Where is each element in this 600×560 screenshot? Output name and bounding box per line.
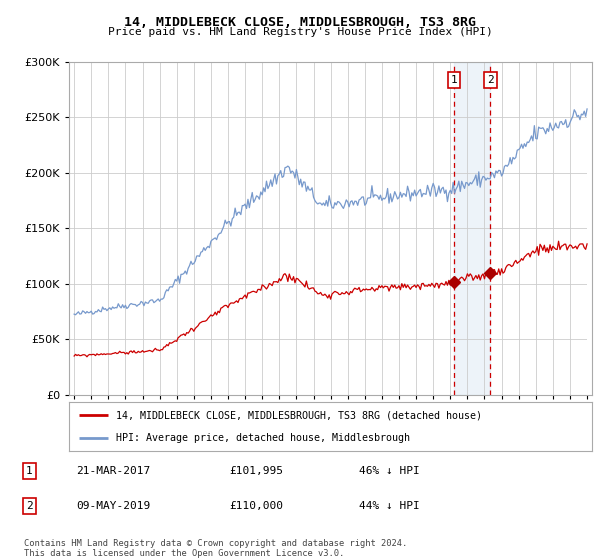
Text: 1: 1 [451,75,457,85]
Text: Contains HM Land Registry data © Crown copyright and database right 2024.
This d: Contains HM Land Registry data © Crown c… [24,539,407,558]
Text: 14, MIDDLEBECK CLOSE, MIDDLESBROUGH, TS3 8RG: 14, MIDDLEBECK CLOSE, MIDDLESBROUGH, TS3… [124,16,476,29]
Text: HPI: Average price, detached house, Middlesbrough: HPI: Average price, detached house, Midd… [116,433,410,444]
Text: 09-MAY-2019: 09-MAY-2019 [77,501,151,511]
Text: 1: 1 [26,466,33,476]
Bar [454,62,490,395]
Text: 2: 2 [487,75,494,85]
Text: 2: 2 [26,501,33,511]
Text: 14, MIDDLEBECK CLOSE, MIDDLESBROUGH, TS3 8RG (detached house): 14, MIDDLEBECK CLOSE, MIDDLESBROUGH, TS3… [116,410,482,421]
Text: 21-MAR-2017: 21-MAR-2017 [77,466,151,476]
Text: £110,000: £110,000 [229,501,283,511]
Bar [587,62,592,395]
Text: 46% ↓ HPI: 46% ↓ HPI [359,466,419,476]
Text: £101,995: £101,995 [229,466,283,476]
Text: 44% ↓ HPI: 44% ↓ HPI [359,501,419,511]
Text: Price paid vs. HM Land Registry's House Price Index (HPI): Price paid vs. HM Land Registry's House … [107,27,493,37]
